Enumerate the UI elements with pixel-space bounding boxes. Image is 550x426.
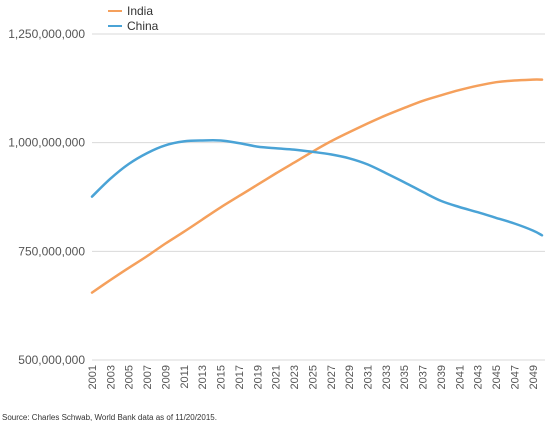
source-note: Source: Charles Schwab, World Bank data … <box>2 413 217 422</box>
x-tick-label: 2023 <box>289 365 301 389</box>
x-tick-label: 2017 <box>234 365 246 389</box>
x-tick-label: 2013 <box>197 365 209 389</box>
legend: India China <box>108 3 158 33</box>
legend-label-china: China <box>127 18 159 33</box>
x-tick-label: 2019 <box>252 365 264 389</box>
legend-item-india: India <box>108 3 158 18</box>
x-tick-label: 2025 <box>307 365 319 389</box>
x-tick-label: 2039 <box>436 365 448 389</box>
x-tick-label: 2037 <box>418 365 430 389</box>
x-tick-label: 2005 <box>124 365 136 389</box>
x-tick-label: 2041 <box>454 365 466 389</box>
x-tick-label: 2015 <box>216 365 228 389</box>
x-tick-label: 2027 <box>326 365 338 389</box>
legend-label-india: India <box>127 3 154 18</box>
x-tick-label: 2035 <box>399 365 411 389</box>
y-tick-label: 750,000,000 <box>18 244 85 258</box>
x-axis-labels: 2001 2003 2005 2007 2009 2011 2013 2015 2017 2019… <box>87 365 540 389</box>
x-tick-label: 2007 <box>142 365 154 389</box>
y-axis-labels: 500,000,000 750,000,000 1,000,000,000 1,250… <box>8 27 85 367</box>
series-lines <box>90 78 544 294</box>
x-tick-label: 2045 <box>491 365 503 389</box>
series-line-india <box>90 78 544 294</box>
series-line-china <box>90 139 544 237</box>
x-tick-label: 2031 <box>363 365 375 389</box>
legend-swatch-china <box>108 24 122 27</box>
x-tick-label: 2047 <box>509 365 521 389</box>
x-tick-label: 2043 <box>473 365 485 389</box>
x-tick-label: 2033 <box>381 365 393 389</box>
gridlines <box>92 33 545 361</box>
x-tick-label: 2003 <box>105 365 117 389</box>
legend-item-china: China <box>108 18 158 33</box>
legend-swatch-india <box>108 9 122 12</box>
y-tick-label: 1,000,000,000 <box>8 136 85 150</box>
x-tick-label: 2011 <box>179 365 191 389</box>
y-tick-label: 500,000,000 <box>18 353 85 367</box>
y-tick-label: 1,250,000,000 <box>8 27 85 41</box>
x-tick-label: 2001 <box>87 365 99 389</box>
x-tick-label: 2029 <box>344 365 356 389</box>
x-tick-label: 2009 <box>160 365 172 389</box>
x-tick-label: 2021 <box>271 365 283 389</box>
x-tick-label: 2049 <box>528 365 540 389</box>
